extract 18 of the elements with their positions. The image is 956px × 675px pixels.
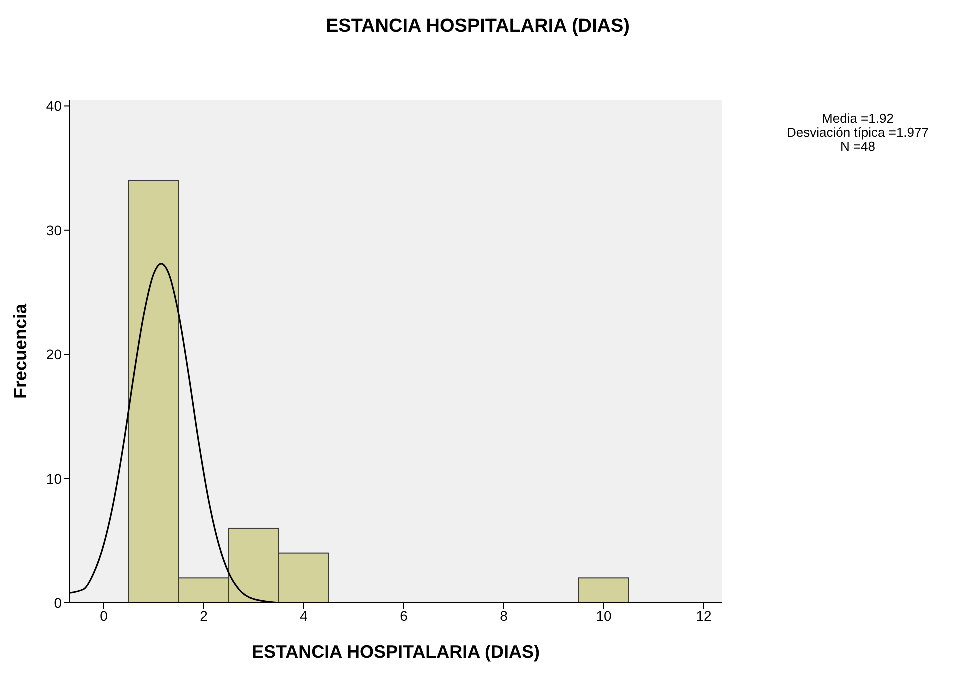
x-tick-label: 0 [100, 608, 108, 624]
text: Desviación típica =1.977 [786, 125, 930, 140]
text: N =48 [839, 139, 876, 154]
text: Media =1.92 [821, 111, 895, 126]
x-tick-label: 12 [696, 608, 712, 624]
y-tick-label: 40 [46, 98, 62, 114]
chart-title: ESTANCIA HOSPITALARIA (DIAS) [325, 16, 631, 38]
x-tick-label: 10 [596, 608, 612, 624]
x-tick-label: 2 [200, 608, 208, 624]
y-tick-label: 0 [54, 594, 62, 611]
y-axis-title: Frecuencia [10, 302, 30, 400]
x-axis-title: ESTANCIA HOSPITALARIA (DIAS) [252, 642, 540, 662]
x-tick-label: 8 [500, 608, 508, 624]
y-tick-label: 20 [46, 346, 62, 363]
x-tick-label: 4 [300, 608, 308, 624]
x-tick-label: 6 [400, 608, 408, 624]
y-tick-label: 30 [46, 222, 62, 238]
y-tick-label: 10 [46, 470, 62, 487]
